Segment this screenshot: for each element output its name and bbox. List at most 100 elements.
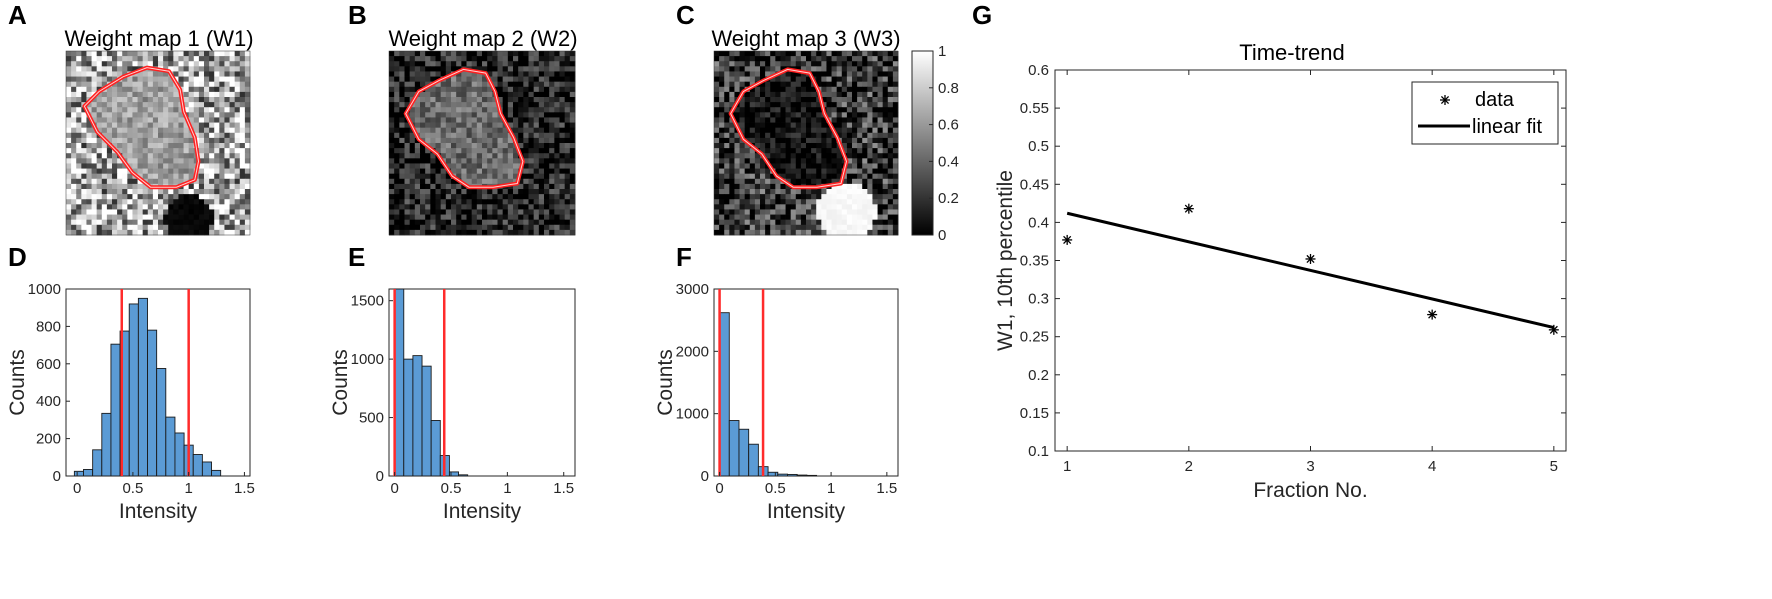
map-pixel bbox=[71, 81, 77, 88]
map-pixel bbox=[86, 81, 92, 88]
map-pixel bbox=[122, 122, 128, 129]
map-pixel bbox=[564, 158, 571, 164]
map-pixel bbox=[188, 56, 195, 62]
map-pixel bbox=[754, 189, 761, 195]
map-pixel bbox=[887, 112, 894, 118]
map-pixel bbox=[892, 132, 899, 139]
map-pixel bbox=[872, 112, 878, 118]
map-pixel bbox=[96, 51, 103, 57]
map-pixel bbox=[872, 173, 878, 180]
map-pixel bbox=[487, 137, 493, 144]
map-pixel bbox=[198, 117, 205, 123]
map-pixel bbox=[414, 66, 421, 72]
map-pixel bbox=[492, 61, 498, 67]
map-pixel bbox=[137, 117, 144, 123]
map-pixel bbox=[204, 91, 210, 98]
map-pixel bbox=[513, 127, 519, 134]
map-pixel bbox=[224, 56, 230, 62]
map-pixel bbox=[122, 178, 128, 185]
map-pixel bbox=[729, 81, 735, 88]
map-pixel bbox=[193, 204, 200, 210]
map-pixel bbox=[882, 81, 889, 88]
map-pixel bbox=[826, 189, 832, 195]
map-pixel bbox=[559, 194, 566, 200]
map-pixel bbox=[81, 51, 87, 57]
map-pixel bbox=[892, 66, 899, 72]
map-pixel bbox=[81, 204, 87, 210]
map-pixel bbox=[224, 194, 230, 200]
map-pixel bbox=[714, 71, 720, 77]
panel-label-b: B bbox=[348, 0, 367, 30]
x-axis-label: Intensity bbox=[767, 500, 846, 523]
map-pixel bbox=[471, 219, 478, 226]
map-pixel bbox=[451, 178, 457, 185]
map-pixel bbox=[533, 122, 540, 129]
map-pixel bbox=[404, 66, 411, 72]
map-pixel bbox=[892, 112, 899, 118]
map-pixel bbox=[877, 178, 884, 185]
map-pixel bbox=[538, 168, 545, 175]
map-pixel bbox=[158, 194, 164, 200]
map-pixel bbox=[554, 61, 560, 67]
map-pixel bbox=[425, 219, 431, 226]
map-pixel bbox=[188, 102, 195, 108]
map-pixel bbox=[785, 132, 792, 139]
map-pixel bbox=[533, 209, 540, 215]
map-pixel bbox=[795, 71, 802, 77]
map-pixel bbox=[471, 229, 478, 236]
map-pixel bbox=[882, 189, 889, 195]
map-pixel bbox=[456, 56, 462, 62]
map-pixel bbox=[892, 148, 899, 154]
map-pixel bbox=[811, 209, 817, 215]
histogram-bar bbox=[412, 355, 423, 477]
map-pixel bbox=[775, 143, 781, 149]
map-pixel bbox=[147, 163, 154, 169]
map-pixel bbox=[569, 168, 576, 175]
map-pixel bbox=[96, 122, 103, 129]
map-pixel bbox=[198, 214, 205, 221]
map-pixel bbox=[81, 97, 87, 103]
map-pixel bbox=[528, 148, 535, 154]
map-pixel bbox=[760, 91, 766, 98]
map-pixel bbox=[420, 66, 426, 72]
map-pixel bbox=[81, 209, 87, 215]
map-pixel bbox=[86, 229, 92, 236]
map-pixel bbox=[229, 102, 236, 108]
map-pixel bbox=[117, 189, 123, 195]
map-pixel bbox=[569, 194, 576, 200]
map-pixel bbox=[127, 132, 133, 139]
map-pixel bbox=[811, 127, 817, 134]
map-pixel bbox=[846, 163, 853, 169]
map-pixel bbox=[785, 117, 792, 123]
map-pixel bbox=[775, 219, 781, 226]
map-pixel bbox=[239, 178, 246, 185]
map-pixel bbox=[836, 204, 843, 210]
map-pixel bbox=[487, 132, 493, 139]
map-pixel bbox=[790, 194, 797, 200]
map-pixel bbox=[183, 183, 190, 190]
map-pixel bbox=[714, 214, 720, 221]
map-pixel bbox=[714, 204, 720, 210]
map-pixel bbox=[239, 102, 246, 108]
map-pixel bbox=[492, 143, 498, 149]
map-pixel bbox=[224, 178, 230, 185]
map-pixel bbox=[188, 204, 195, 210]
map-pixel bbox=[101, 51, 108, 57]
map-pixel bbox=[122, 112, 128, 118]
map-pixel bbox=[846, 158, 853, 164]
map-pixel bbox=[466, 122, 473, 129]
map-pixel bbox=[497, 229, 504, 236]
map-pixel bbox=[147, 224, 154, 231]
map-pixel bbox=[193, 107, 200, 113]
map-pixel bbox=[394, 178, 400, 185]
map-pixel bbox=[219, 76, 225, 83]
map-pixel bbox=[198, 86, 205, 93]
map-pixel bbox=[492, 229, 498, 236]
map-pixel bbox=[487, 122, 493, 129]
map-pixel bbox=[482, 224, 488, 231]
map-pixel bbox=[795, 102, 802, 108]
map-pixel bbox=[414, 178, 421, 185]
map-pixel bbox=[569, 97, 576, 103]
map-pixel bbox=[476, 127, 483, 134]
map-pixel bbox=[729, 173, 735, 180]
